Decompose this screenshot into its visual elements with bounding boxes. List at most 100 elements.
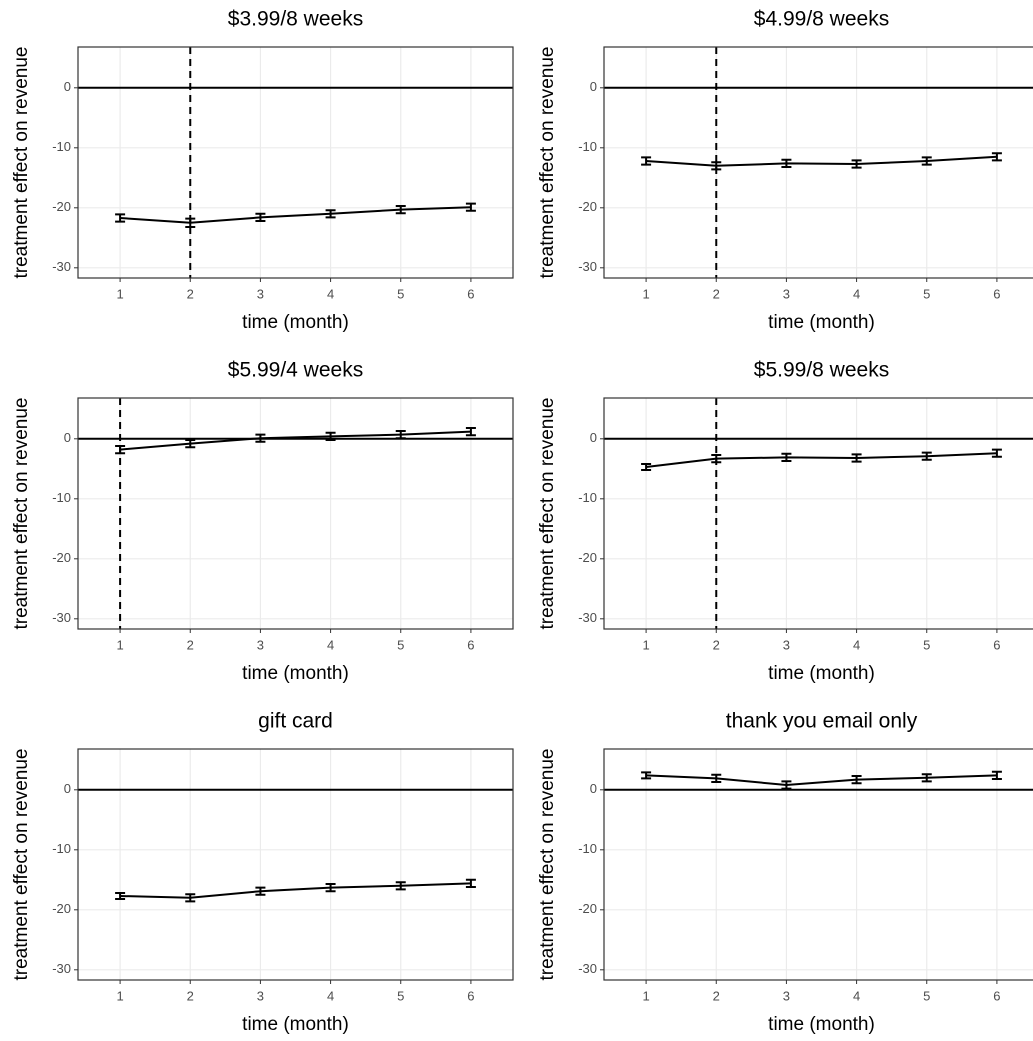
y-tick-label: -20	[578, 550, 597, 565]
y-tick-label: 0	[64, 430, 71, 445]
x-tick-label: 5	[397, 988, 404, 1003]
error-bar	[781, 452, 792, 462]
error-bar	[465, 427, 476, 437]
error-bar	[711, 454, 722, 464]
error-bar	[641, 463, 652, 471]
error-bar	[325, 431, 336, 441]
x-tick-label: 1	[116, 988, 123, 1003]
x-axis-label: time (month)	[242, 312, 349, 333]
error-bar	[395, 430, 406, 440]
panel: 0 -10 -20 -30 1 2 3 4 5 6 thank you email only time…	[537, 710, 1033, 1035]
panel-title: $3.99/8 weeks	[228, 8, 363, 31]
panel-title: $4.99/8 weeks	[754, 8, 889, 31]
x-tick-label: 4	[327, 286, 334, 301]
x-tick-label: 6	[993, 988, 1000, 1003]
x-tick-label: 2	[187, 286, 194, 301]
y-tick-label: -10	[52, 490, 71, 505]
x-axis-label: time (month)	[242, 663, 349, 684]
y-tick-label: -30	[52, 259, 71, 274]
x-tick-label: 6	[467, 988, 474, 1003]
y-axis-label: treatment effect on revenue	[11, 397, 32, 629]
error-bar	[255, 433, 266, 443]
x-tick-label: 3	[783, 988, 790, 1003]
error-bar	[921, 773, 932, 783]
x-tick-label: 3	[783, 286, 790, 301]
error-bar	[711, 773, 722, 783]
x-tick-label: 2	[713, 637, 720, 652]
error-bar	[781, 158, 792, 168]
x-axis-label: time (month)	[768, 312, 875, 333]
y-axis-label: treatment effect on revenue	[537, 748, 558, 980]
error-bar	[641, 156, 652, 166]
error-bar	[185, 439, 196, 449]
y-tick-label: -20	[578, 199, 597, 214]
y-tick-label: 0	[590, 79, 597, 94]
panel: 0 -10 -20 -30 1 2 3 4 5 6 $3.99/8 weeks time (month…	[11, 8, 514, 333]
panel-title: $5.99/8 weeks	[754, 359, 889, 382]
x-tick-label: 6	[467, 286, 474, 301]
x-tick-label: 2	[187, 988, 194, 1003]
error-bar	[185, 893, 196, 903]
error-bar	[115, 892, 126, 900]
x-tick-label: 5	[923, 637, 930, 652]
x-tick-label: 6	[993, 286, 1000, 301]
data-line	[120, 430, 471, 451]
plot-background	[78, 47, 513, 278]
error-bar	[781, 780, 792, 790]
data-line	[645, 452, 997, 468]
data-line	[646, 774, 997, 787]
y-tick-label: -30	[578, 961, 597, 976]
error-bar	[395, 205, 406, 215]
x-tick-label: 3	[257, 637, 264, 652]
panel: 0 -10 -20 -30 1 2 3 4 5 6 gift card time (month) tre…	[11, 710, 514, 1035]
x-tick-label: 2	[713, 988, 720, 1003]
y-tick-label: -10	[578, 139, 597, 154]
plot-background	[604, 398, 1033, 629]
error-bar	[991, 152, 1002, 162]
y-tick-label: -30	[52, 610, 71, 625]
y-tick-label: -10	[578, 490, 597, 505]
y-tick-label: -10	[578, 841, 597, 856]
y-axis-label: treatment effect on revenue	[11, 748, 32, 980]
y-tick-label: 0	[590, 781, 597, 796]
y-tick-label: 0	[590, 430, 597, 445]
panel-title: thank you email only	[726, 710, 918, 733]
panel: 0 -10 -20 -30 1 2 3 4 5 6 $4.99/8 weeks time (month…	[537, 8, 1033, 333]
plot-border	[603, 748, 1033, 981]
x-tick-label: 1	[642, 637, 649, 652]
plot-border	[603, 46, 1033, 279]
error-bar	[185, 217, 196, 228]
x-tick-label: 4	[327, 988, 334, 1003]
x-tick-label: 2	[713, 286, 720, 301]
x-tick-label: 4	[853, 988, 860, 1003]
plot-border	[77, 748, 514, 981]
plot-border	[77, 397, 514, 630]
x-tick-label: 3	[257, 988, 264, 1003]
y-tick-label: -20	[578, 901, 597, 916]
error-bar	[395, 881, 406, 891]
y-tick-label: -30	[52, 961, 71, 976]
error-bar	[921, 156, 932, 166]
error-bar	[851, 453, 862, 463]
y-tick-label: -30	[578, 610, 597, 625]
y-tick-label: -10	[52, 841, 71, 856]
y-tick-label: -20	[52, 199, 71, 214]
x-tick-label: 3	[257, 286, 264, 301]
error-bar	[115, 445, 126, 455]
y-tick-label: -20	[52, 550, 71, 565]
x-tick-label: 4	[853, 637, 860, 652]
y-tick-label: -30	[578, 259, 597, 274]
x-tick-label: 5	[923, 286, 930, 301]
error-bar	[325, 209, 336, 219]
x-tick-label: 5	[397, 286, 404, 301]
x-tick-label: 6	[993, 637, 1000, 652]
error-bar	[641, 771, 652, 780]
error-bar	[465, 202, 476, 212]
y-axis-label: treatment effect on revenue	[537, 397, 558, 629]
error-bar	[851, 159, 862, 169]
error-bar	[255, 886, 266, 896]
x-tick-label: 3	[783, 637, 790, 652]
data-line	[120, 206, 471, 224]
y-tick-label: -10	[52, 139, 71, 154]
